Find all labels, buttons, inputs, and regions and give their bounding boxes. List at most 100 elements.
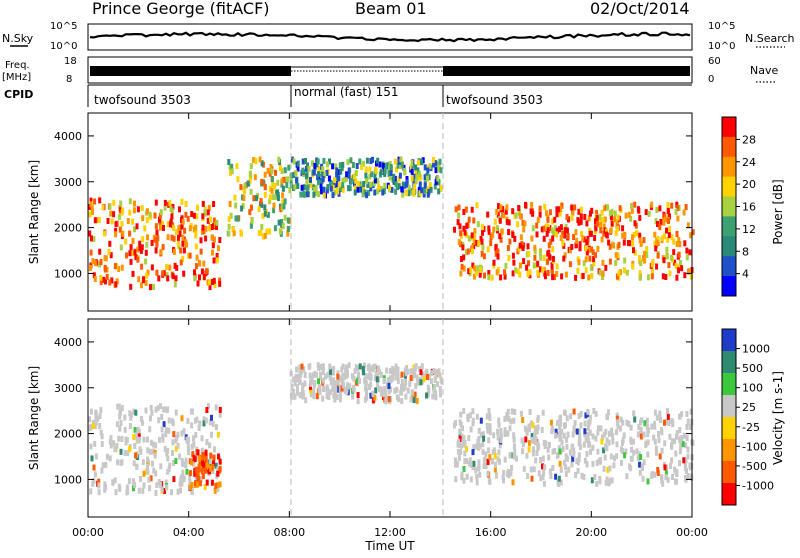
- echo-cell: [316, 158, 320, 165]
- echo-cell: [263, 204, 267, 211]
- echo-cell: [572, 426, 576, 433]
- echo-cell: [125, 484, 129, 491]
- echo-cell: [378, 161, 382, 168]
- echo-cell: [555, 227, 559, 234]
- echo-cell: [670, 202, 674, 209]
- echo-cell: [154, 199, 158, 206]
- echo-cell: [201, 460, 205, 466]
- echo-cell: [381, 189, 385, 196]
- noise-panel: N.Sky 10^5 10^0 10^5 10^0 N.Search: [2, 21, 795, 52]
- echo-cell: [528, 272, 532, 279]
- echo-cell: [583, 214, 587, 220]
- echo-cell: [289, 393, 293, 400]
- echo-cell: [126, 450, 130, 457]
- echo-cell: [411, 389, 415, 396]
- echo-cell: [356, 377, 360, 384]
- echo-cell: [616, 214, 620, 221]
- echo-cell: [400, 379, 404, 386]
- y-tick-label: 3000: [54, 382, 82, 395]
- echo-cell: [108, 240, 112, 247]
- echo-cell: [313, 162, 317, 169]
- colorbar-swatch: [722, 329, 736, 352]
- echo-cell: [313, 371, 317, 377]
- echo-cell: [325, 393, 329, 400]
- echo-cell: [201, 200, 205, 207]
- echo-cell: [144, 249, 148, 256]
- echo-cell: [429, 186, 433, 193]
- echo-cell: [596, 245, 600, 252]
- echo-cell: [284, 176, 288, 183]
- echo-cell: [133, 200, 136, 207]
- echo-cell: [639, 433, 643, 440]
- echo-cell: [353, 189, 357, 196]
- echo-cell: [97, 478, 101, 485]
- echo-cell: [333, 189, 337, 196]
- echo-cell: [176, 442, 180, 449]
- echo-cell: [426, 374, 429, 380]
- echo-cell: [404, 393, 408, 400]
- echo-cell: [322, 186, 326, 193]
- echo-cell: [369, 185, 373, 192]
- echo-cell: [120, 436, 124, 442]
- echo-cell: [506, 430, 510, 437]
- echo-cell: [606, 466, 610, 473]
- echo-cell: [118, 413, 122, 420]
- echo-cell: [522, 258, 526, 265]
- echo-cell: [625, 269, 629, 276]
- echo-cell: [388, 164, 392, 171]
- echo-cell: [88, 211, 92, 218]
- echo-cell: [518, 242, 522, 249]
- echo-cell: [505, 219, 509, 225]
- echo-cell: [308, 372, 312, 379]
- echo-cell: [208, 216, 212, 223]
- echo-cell: [426, 167, 430, 174]
- echo-cell: [128, 198, 132, 205]
- echo-cell: [196, 449, 200, 456]
- echo-cell: [487, 228, 491, 235]
- echo-cell: [98, 412, 102, 419]
- echo-cell: [551, 448, 555, 455]
- echo-cell: [689, 232, 693, 239]
- echo-cell: [376, 178, 380, 185]
- echo-cell: [94, 411, 98, 418]
- echo-cell: [674, 208, 678, 215]
- echo-cell: [280, 204, 284, 211]
- echo-cell: [498, 217, 502, 224]
- colorbar-tick-label: 8: [742, 245, 749, 258]
- echo-cell: [188, 479, 192, 486]
- freq-label-line1: Freq.: [5, 60, 30, 71]
- echo-cell: [653, 231, 657, 238]
- echo-cell: [666, 408, 669, 415]
- echo-cell: [615, 453, 618, 460]
- echo-cell: [233, 194, 237, 201]
- echo-cell: [523, 425, 527, 432]
- echo-cell: [543, 203, 547, 210]
- echo-cell: [638, 274, 642, 281]
- echo-cell: [541, 474, 545, 480]
- echo-cell: [512, 436, 516, 443]
- echo-cell: [670, 457, 674, 464]
- echo-cell: [174, 409, 178, 416]
- echo-cell: [107, 248, 111, 255]
- echo-cell: [553, 225, 557, 232]
- echo-cell: [128, 423, 132, 429]
- echo-cell: [484, 463, 488, 469]
- echo-cell: [373, 177, 377, 184]
- colorbar-swatch: [722, 117, 736, 138]
- echo-cell: [201, 454, 205, 461]
- y-tick-label: 4000: [54, 130, 82, 143]
- echo-cell: [166, 455, 170, 462]
- echo-cell: [685, 254, 689, 261]
- echo-cell: [471, 420, 475, 427]
- echo-cell: [600, 438, 604, 445]
- echo-cell: [240, 205, 244, 212]
- echo-cell: [335, 172, 339, 179]
- echo-cell: [333, 390, 337, 397]
- echo-cell: [216, 470, 220, 477]
- echo-cell: [140, 205, 144, 212]
- echo-cell: [395, 367, 399, 374]
- echo-cell: [143, 225, 147, 232]
- echo-cell: [288, 187, 292, 194]
- power-echo-cells: [88, 156, 695, 291]
